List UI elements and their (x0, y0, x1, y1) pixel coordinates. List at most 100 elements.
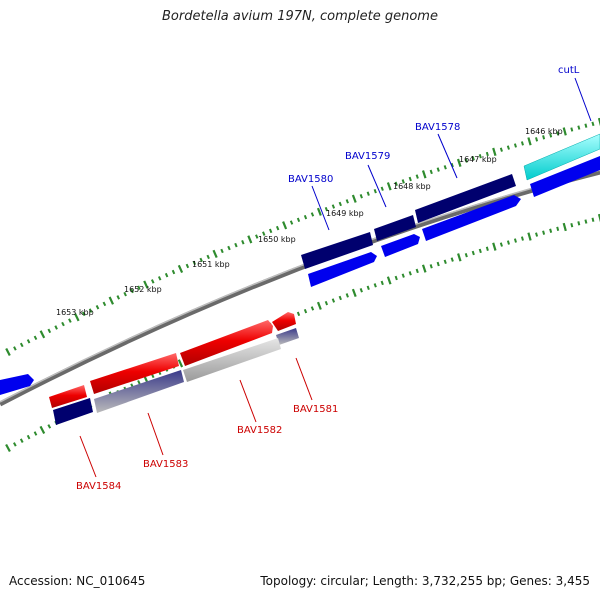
ruler-label-1650: 1650 kbp (258, 235, 296, 244)
label-BAV1579[interactable]: BAV1579 (345, 151, 390, 162)
cds-left-edge[interactable] (0, 374, 34, 395)
inner-tick-ruler (5, 213, 600, 453)
label-BAV1582[interactable]: BAV1582 (237, 425, 282, 436)
label-BAV1584[interactable]: BAV1584 (76, 481, 121, 492)
leader-line-cutL (574, 77, 592, 122)
outer-ruler-tick (380, 186, 384, 191)
outer-ruler-tick (351, 194, 357, 203)
cds-BAV1578[interactable] (422, 195, 521, 241)
cds-BAV1584[interactable] (53, 398, 93, 425)
outer-ruler-tick (338, 201, 342, 207)
gene-BAV1579[interactable] (374, 215, 416, 241)
inner-ruler-tick (33, 431, 38, 436)
outer-ruler-tick (220, 248, 224, 254)
inner-ruler-tick (19, 438, 24, 443)
inner-ruler-tick (359, 288, 363, 293)
gene-BAV1578[interactable] (415, 174, 516, 223)
inner-ruler-tick (597, 213, 600, 223)
inner-ruler-tick (450, 257, 454, 262)
outer-ruler-tick (296, 217, 301, 223)
inner-ruler-tick (584, 219, 588, 224)
genome-backbone-highlight (0, 169, 600, 403)
inner-ruler-tick (421, 264, 427, 273)
cds-BAV1581[interactable] (276, 328, 299, 345)
inner-ruler-tick (527, 232, 532, 241)
outer-ruler-tick (471, 156, 475, 161)
label-BAV1583[interactable]: BAV1583 (143, 459, 188, 470)
outer-ruler-tick (303, 214, 308, 220)
cds-BAV1582[interactable] (183, 338, 281, 382)
outer-ruler-tick (492, 147, 497, 157)
outer-ruler-tick (116, 295, 121, 300)
inner-ruler-tick (366, 285, 370, 291)
outer-ruler-tick (513, 143, 517, 148)
gene-cutL[interactable] (523, 133, 600, 181)
inner-ruler-tick (47, 424, 52, 429)
accession-text: Accession: NC_010645 (9, 574, 146, 588)
outer-ruler-tick (130, 288, 134, 294)
outer-ruler-tick (401, 179, 405, 184)
outer-ruler-tick (241, 240, 245, 245)
inner-ruler-tick (570, 222, 574, 228)
outer-ruler-tick (506, 145, 510, 150)
cds-BAV1579[interactable] (381, 234, 420, 257)
outer-ruler-tick (450, 162, 454, 168)
outer-ruler-tick (556, 131, 560, 136)
label-BAV1578[interactable]: BAV1578 (415, 122, 460, 133)
inner-ruler-tick (429, 264, 433, 269)
outer-ruler-tick (88, 308, 93, 313)
outer-ruler-tick (68, 318, 72, 323)
outer-ruler-tick (262, 231, 266, 236)
outer-ruler-tick (47, 328, 52, 334)
outer-tick-ruler (5, 117, 600, 357)
label-BAV1580[interactable]: BAV1580 (288, 174, 333, 185)
outer-ruler-tick (192, 260, 197, 266)
gene-BAV1584[interactable] (49, 385, 87, 408)
leader-line-BAV1578 (437, 133, 458, 179)
ruler-label-1653: 1653 kbp (56, 308, 94, 317)
outer-ruler-tick (164, 272, 169, 278)
outer-ruler-tick (373, 188, 377, 194)
inner-ruler-tick (324, 300, 329, 306)
ruler-label-1652: 1652 kbp (124, 285, 162, 294)
gene-BAV1583[interactable] (90, 353, 179, 394)
cds-cutL[interactable] (530, 156, 600, 197)
inner-ruler-tick (303, 308, 308, 314)
inner-ruler-tick (331, 298, 336, 303)
outer-ruler-tick (456, 158, 462, 167)
outer-ruler-tick (535, 137, 539, 142)
outer-ruler-tick (199, 257, 203, 263)
outer-ruler-tick (310, 212, 315, 217)
inner-ruler-tick (137, 380, 141, 385)
leader-line-BAV1582 (239, 379, 257, 423)
gene-BAV1580[interactable] (301, 232, 373, 269)
inner-ruler-tick (408, 271, 412, 276)
inner-ruler-tick (520, 236, 524, 241)
inner-ruler-tick (591, 217, 595, 222)
outer-ruler-tick (185, 263, 190, 269)
reverse-strand-features (49, 312, 299, 425)
outer-ruler-tick (102, 301, 107, 307)
inner-ruler-tick (464, 252, 468, 258)
ruler-labels: 1646 kbp 1647 kbp 1648 kbp 1649 kbp 1650… (56, 127, 563, 317)
label-BAV1581[interactable]: BAV1581 (293, 404, 338, 415)
outer-ruler-tick (584, 123, 588, 128)
reverse-gene-labels: BAV1581 BAV1582 BAV1583 BAV1584 (76, 357, 338, 492)
inner-ruler-tick (401, 273, 405, 278)
inner-ruler-tick (506, 240, 510, 245)
inner-ruler-tick (345, 293, 349, 298)
outer-ruler-tick (143, 280, 149, 289)
cds-BAV1580[interactable] (308, 252, 377, 287)
outer-ruler-tick (81, 311, 86, 317)
inner-ruler-tick (394, 275, 398, 281)
outer-ruler-tick (289, 220, 294, 225)
cds-BAV1583[interactable] (94, 370, 184, 413)
gene-BAV1581[interactable] (272, 312, 296, 331)
inner-ruler-tick (39, 425, 46, 435)
outer-ruler-tick (542, 135, 546, 140)
gene-BAV1582[interactable] (180, 320, 273, 366)
inner-ruler-tick (577, 221, 581, 226)
outer-ruler-tick (527, 137, 532, 146)
outer-ruler-tick (177, 264, 184, 274)
label-cutL[interactable]: cutL (558, 65, 580, 76)
